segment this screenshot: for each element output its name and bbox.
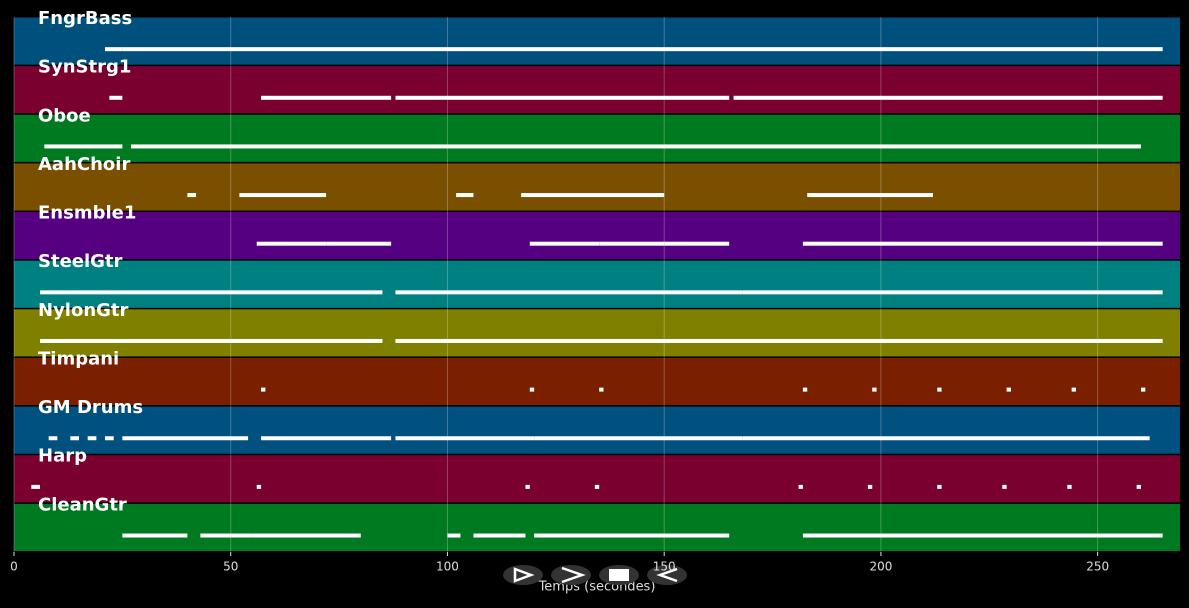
note-segment bbox=[1140, 387, 1146, 392]
note-segment bbox=[40, 338, 383, 343]
note-segment bbox=[742, 290, 1163, 295]
note-segment bbox=[742, 436, 1150, 441]
note-segment bbox=[261, 436, 392, 441]
note-segment bbox=[534, 436, 743, 441]
stop-button[interactable] bbox=[599, 565, 639, 585]
grid bbox=[13, 17, 1099, 552]
note-segment bbox=[733, 95, 1163, 100]
track-lane bbox=[14, 163, 1180, 211]
note-segment bbox=[1067, 484, 1072, 489]
note-segment bbox=[798, 484, 803, 489]
note-segment bbox=[525, 484, 530, 489]
note-segment bbox=[473, 533, 526, 538]
track-name: AahChoir bbox=[38, 154, 130, 175]
note-segment bbox=[599, 241, 665, 246]
note-segment bbox=[187, 193, 197, 198]
x-tick-label: 150 bbox=[653, 560, 676, 574]
note-segment bbox=[529, 387, 535, 392]
notes bbox=[31, 47, 1163, 538]
x-tick-label: 250 bbox=[1086, 560, 1109, 574]
note-segment bbox=[534, 533, 730, 538]
rewind-button[interactable] bbox=[647, 565, 687, 585]
note-segment bbox=[239, 193, 327, 198]
note-segment bbox=[122, 436, 249, 441]
track-name: SteelGtr bbox=[38, 251, 123, 272]
note-segment bbox=[131, 144, 1141, 149]
note-segment bbox=[31, 484, 41, 489]
note-segment bbox=[326, 241, 392, 246]
note-segment bbox=[1002, 484, 1007, 489]
track-name: Harp bbox=[38, 446, 87, 467]
track-lane bbox=[14, 406, 1180, 454]
note-segment bbox=[594, 484, 600, 489]
x-tick-label: 100 bbox=[436, 560, 459, 574]
note-segment bbox=[1006, 387, 1011, 392]
note-segment bbox=[937, 387, 942, 392]
x-axis-label: Temps (secondes) bbox=[538, 580, 656, 595]
play-button[interactable] bbox=[503, 565, 543, 585]
track-lane bbox=[14, 17, 1180, 65]
note-segment bbox=[395, 338, 1163, 343]
track-name: NylonGtr bbox=[38, 300, 129, 321]
note-segment bbox=[807, 193, 933, 198]
note-segment bbox=[200, 533, 253, 538]
track-name: FngrBass bbox=[38, 8, 132, 29]
note-segment bbox=[867, 484, 873, 489]
note-segment bbox=[1071, 387, 1076, 392]
note-segment bbox=[1136, 484, 1141, 489]
note-segment bbox=[256, 484, 262, 489]
track-name: Timpani bbox=[38, 348, 119, 369]
note-segment bbox=[599, 387, 604, 392]
track-lane bbox=[14, 455, 1180, 503]
note-segment bbox=[44, 144, 123, 149]
track-lane bbox=[14, 212, 1180, 260]
note-segment bbox=[395, 95, 730, 100]
note-segment bbox=[937, 484, 942, 489]
track-lane bbox=[14, 309, 1180, 357]
note-segment bbox=[70, 436, 80, 441]
labels: FngrBass SynStrg1 Oboe AahChoir Ensmble1 Stee… bbox=[38, 8, 143, 515]
x-tick-label: 50 bbox=[223, 560, 238, 574]
track-lane bbox=[14, 503, 1180, 551]
track-name: Ensmble1 bbox=[38, 203, 136, 224]
note-segment bbox=[48, 436, 58, 441]
note-segment bbox=[105, 47, 123, 52]
forward-button[interactable] bbox=[551, 565, 591, 585]
lanes bbox=[14, 17, 1180, 551]
note-segment bbox=[261, 387, 266, 392]
note-segment bbox=[802, 241, 1163, 246]
note-segment bbox=[802, 387, 808, 392]
note-segment bbox=[395, 436, 535, 441]
note-segment bbox=[447, 533, 461, 538]
track-lane bbox=[14, 114, 1180, 162]
x-tick-label: 0 bbox=[10, 560, 18, 574]
track-lane bbox=[14, 260, 1180, 308]
note-segment bbox=[529, 241, 600, 246]
note-segment bbox=[87, 436, 97, 441]
note-segment bbox=[664, 241, 730, 246]
track-lane bbox=[14, 357, 1180, 406]
note-segment bbox=[261, 95, 392, 100]
note-segment bbox=[521, 193, 665, 198]
note-segment bbox=[122, 47, 1163, 52]
note-segment bbox=[872, 387, 877, 392]
note-segment bbox=[122, 533, 188, 538]
x-tick-label: 200 bbox=[869, 560, 892, 574]
track-name: SynStrg1 bbox=[38, 57, 131, 78]
note-segment bbox=[105, 436, 114, 441]
note-segment bbox=[456, 193, 474, 198]
playback-controls bbox=[503, 565, 687, 585]
note-segment bbox=[40, 290, 383, 295]
track-name: Oboe bbox=[38, 105, 91, 126]
note-segment bbox=[256, 241, 327, 246]
track-name: GM Drums bbox=[38, 397, 143, 418]
note-segment bbox=[109, 95, 123, 100]
track-lane bbox=[14, 66, 1180, 114]
note-segment bbox=[802, 533, 1163, 538]
note-segment bbox=[395, 290, 743, 295]
note-segment bbox=[252, 533, 361, 538]
track-name: CleanGtr bbox=[38, 494, 127, 515]
